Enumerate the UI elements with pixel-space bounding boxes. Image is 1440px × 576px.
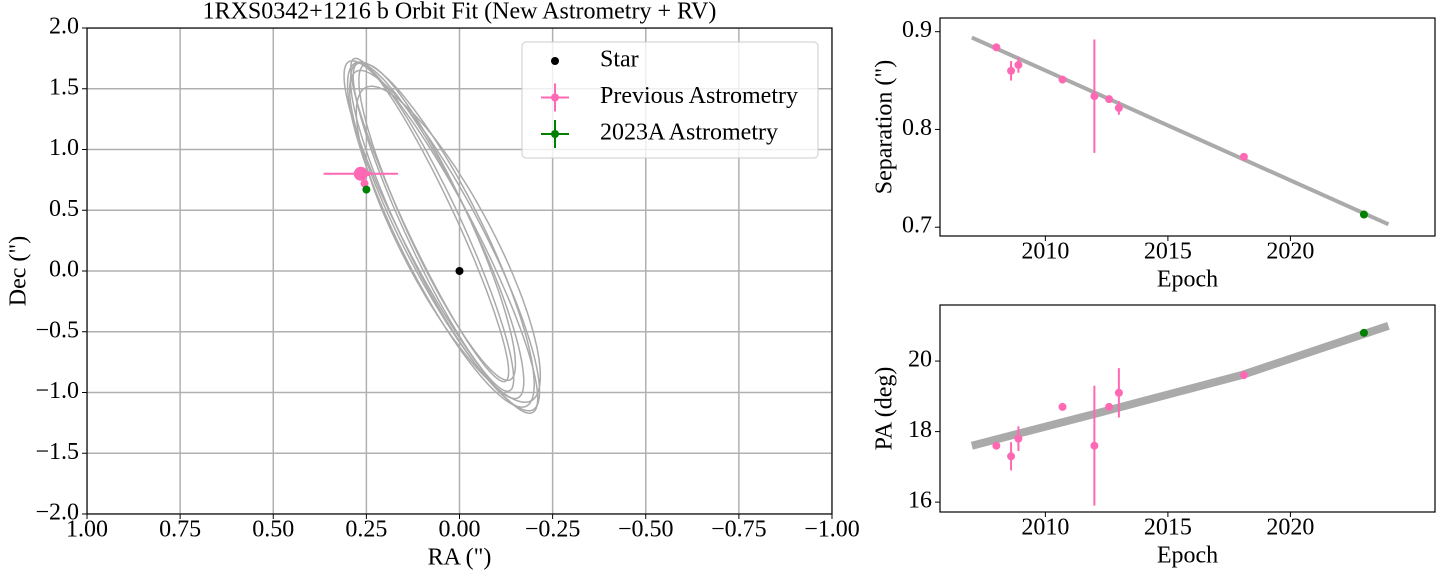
x-tick-label: 0.50 — [252, 517, 294, 543]
data-point — [1359, 328, 1368, 337]
axes-frame — [86, 27, 833, 515]
data-point — [1090, 441, 1099, 450]
x-tick-label: 2015 — [1144, 515, 1192, 541]
data-point — [1114, 103, 1123, 112]
y-tick-label: 1.5 — [49, 74, 79, 100]
x-tick-label: 0.25 — [345, 517, 387, 543]
y-tick-label: 20 — [908, 347, 932, 373]
x-tick-label: −1.00 — [804, 517, 860, 543]
orbit — [358, 63, 517, 382]
data-point — [358, 171, 367, 180]
data-point — [1007, 452, 1016, 461]
x-axis-label: Epoch — [1157, 267, 1218, 293]
legend-marker — [551, 93, 559, 102]
data-point — [1105, 402, 1114, 411]
data-point — [1058, 75, 1067, 84]
legend-marker — [551, 57, 559, 65]
legend: Star Previous Astrometry 2023A Astrometry — [521, 41, 819, 159]
data-point — [1014, 60, 1023, 69]
y-tick-label: 0.8 — [902, 115, 932, 141]
orbit — [355, 85, 542, 404]
legend-label: Star — [600, 47, 639, 73]
legend-box — [521, 41, 819, 159]
y-tick-label: 0.0 — [49, 257, 79, 283]
y-tick-label: 18 — [908, 417, 932, 443]
chart-title: 1RXS0342+1216 b Orbit Fit (New Astrometr… — [203, 0, 717, 25]
y-tick-label: 0.5 — [49, 196, 79, 222]
data-point — [1239, 371, 1248, 380]
x-tick-label: 2015 — [1144, 239, 1192, 265]
plot-area — [970, 322, 1390, 506]
y-axis-label: Dec (") — [6, 236, 32, 306]
x-tick-label: 0.00 — [439, 517, 481, 543]
data-point — [1090, 92, 1099, 101]
model-track — [970, 322, 1390, 450]
model-track — [971, 35, 1390, 227]
data-point — [992, 43, 1001, 52]
orbit — [350, 57, 510, 383]
orbit — [343, 60, 539, 414]
y-tick-label: −2.0 — [35, 500, 79, 526]
orbit — [348, 69, 541, 412]
y-tick-label: 1.0 — [49, 135, 79, 161]
x-tick-label: −0.75 — [711, 517, 767, 543]
y-tick-label: 0.9 — [902, 17, 932, 43]
data-point — [360, 179, 369, 188]
y-axis-label: Separation (") — [872, 60, 898, 194]
data-point — [455, 267, 464, 275]
data-point — [1014, 434, 1023, 443]
y-tick-label: −1.0 — [35, 378, 79, 404]
y-tick-label: 16 — [908, 488, 932, 514]
legend-label: Previous Astrometry — [600, 83, 798, 109]
axes-frame — [939, 304, 1436, 513]
data-point — [1058, 402, 1067, 411]
x-tick-label: 0.75 — [159, 517, 201, 543]
plot-area — [971, 35, 1390, 227]
x-tick-label: 2010 — [1021, 239, 1069, 265]
legend-marker — [551, 130, 559, 138]
x-axis-label: RA (") — [428, 545, 492, 571]
y-tick-label: 2.0 — [49, 14, 79, 40]
x-tick-label: 1.00 — [66, 517, 108, 543]
data-point — [1105, 95, 1114, 104]
data-point — [362, 185, 371, 194]
x-tick-label: −0.25 — [525, 517, 581, 543]
y-tick-label: −1.5 — [35, 439, 79, 465]
data-point — [992, 441, 1001, 450]
x-tick-label: 2020 — [1266, 239, 1314, 265]
data-point — [1007, 66, 1016, 75]
y-tick-label: 0.7 — [902, 213, 932, 239]
orbit — [349, 62, 525, 400]
orbit — [352, 62, 515, 393]
x-tick-label: −0.50 — [618, 517, 674, 543]
x-tick-label: 2010 — [1021, 515, 1069, 541]
y-axis-label: PA (deg) — [872, 367, 898, 451]
data-point — [1239, 152, 1248, 161]
x-axis-label: Epoch — [1157, 543, 1218, 569]
data-point — [1359, 210, 1368, 219]
x-tick-label: 2020 — [1266, 515, 1314, 541]
orbit — [346, 61, 535, 408]
legend-label: 2023A Astrometry — [600, 120, 778, 146]
axes-frame — [939, 17, 1436, 237]
y-tick-label: −0.5 — [35, 317, 79, 343]
data-point — [1114, 388, 1123, 397]
